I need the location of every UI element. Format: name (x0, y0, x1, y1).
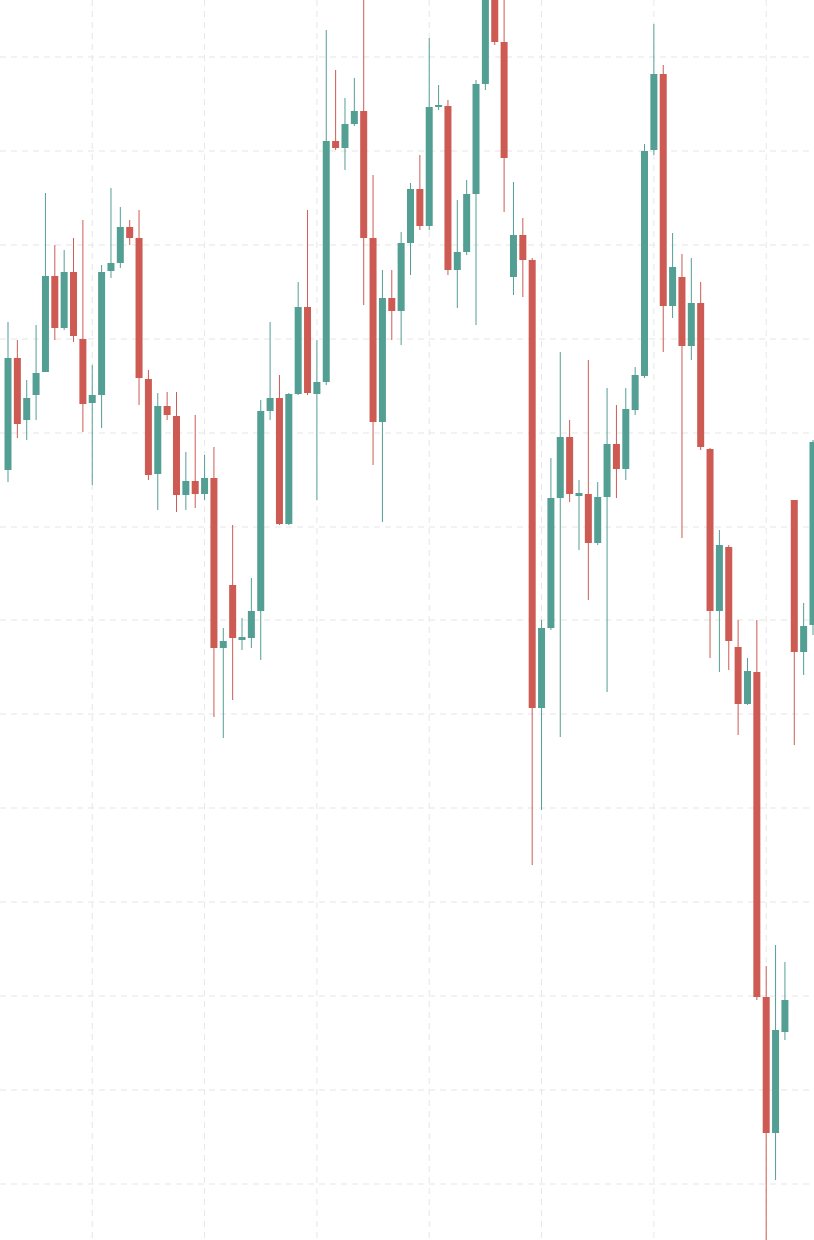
candle-body (238, 637, 246, 640)
candle-body (360, 111, 368, 238)
candle-body (191, 481, 199, 494)
candle-body (154, 406, 162, 474)
candle-body (285, 394, 293, 524)
candle-body (575, 493, 583, 496)
candle-body (715, 545, 723, 611)
candle-body (734, 647, 742, 704)
candle-body (669, 267, 677, 306)
candle-body (70, 272, 78, 336)
candle-body (650, 74, 658, 150)
candle-body (603, 444, 611, 497)
candle-body (144, 379, 152, 475)
candle-body (341, 124, 349, 148)
candle-body (4, 358, 12, 470)
candle-body (172, 416, 180, 495)
candle-body (23, 398, 31, 420)
candle-body (116, 227, 124, 263)
candle-body (416, 189, 424, 226)
candle-body (41, 276, 49, 372)
candle-body (528, 260, 536, 708)
candle-body (350, 111, 358, 124)
candle-body (697, 303, 705, 447)
candle-body (612, 444, 620, 469)
candle-body (781, 1000, 789, 1032)
candle-body (538, 628, 546, 708)
candle-body (322, 141, 330, 382)
candle-body (107, 263, 115, 271)
candle-body (753, 672, 761, 997)
candle-body (397, 243, 405, 311)
candle-body (631, 375, 639, 410)
candle-body (98, 272, 106, 395)
candle-body (659, 74, 667, 306)
candle-body (622, 409, 630, 469)
candle-body (294, 307, 302, 394)
candle-body (369, 238, 377, 422)
candle-body (388, 298, 396, 311)
candle-body (556, 437, 564, 498)
candle-body (594, 497, 602, 543)
candle-body (266, 398, 274, 411)
candle-body (472, 84, 480, 194)
candle-body (762, 997, 770, 1133)
candle-body (126, 227, 134, 238)
candle-body (32, 373, 40, 395)
candle-body (313, 382, 321, 394)
candle-body (257, 411, 265, 611)
candle-body (547, 498, 555, 628)
candle-body (13, 358, 21, 424)
candle-body (706, 449, 714, 611)
candle-body (800, 626, 808, 652)
candle-body (453, 252, 461, 270)
candle-body (182, 481, 190, 495)
candle-body (247, 611, 255, 638)
candle-body (378, 298, 386, 422)
candle-body (481, 0, 489, 84)
candle-body (687, 303, 695, 346)
candle-body (407, 189, 414, 243)
candle-body (772, 1030, 780, 1133)
candle-body (519, 235, 527, 260)
candle-body (88, 395, 96, 403)
candle-body (275, 398, 283, 524)
candle-body (566, 437, 574, 494)
candle-body (163, 406, 171, 415)
candle-body (641, 151, 649, 376)
candle-body (584, 494, 592, 543)
candle-body (500, 42, 508, 158)
candle-body (809, 442, 814, 625)
candle-body (60, 272, 68, 328)
candle-body (725, 547, 733, 641)
candle-body (332, 141, 340, 148)
candle-body (304, 307, 312, 393)
candle-body (463, 194, 471, 252)
candle-body (444, 106, 452, 270)
candle-body (678, 277, 686, 346)
candle-body (229, 585, 237, 638)
candle-body (425, 107, 433, 226)
candle-body (135, 238, 143, 378)
candle-body (51, 276, 59, 328)
candle-body (219, 641, 227, 648)
candle-body (201, 478, 209, 494)
candle-body (435, 105, 443, 107)
candle-body (79, 339, 87, 404)
candle-body (743, 671, 751, 704)
candle-body (491, 0, 499, 42)
candle-body (790, 500, 798, 652)
candle-body (509, 235, 517, 277)
candle-body (210, 478, 218, 648)
